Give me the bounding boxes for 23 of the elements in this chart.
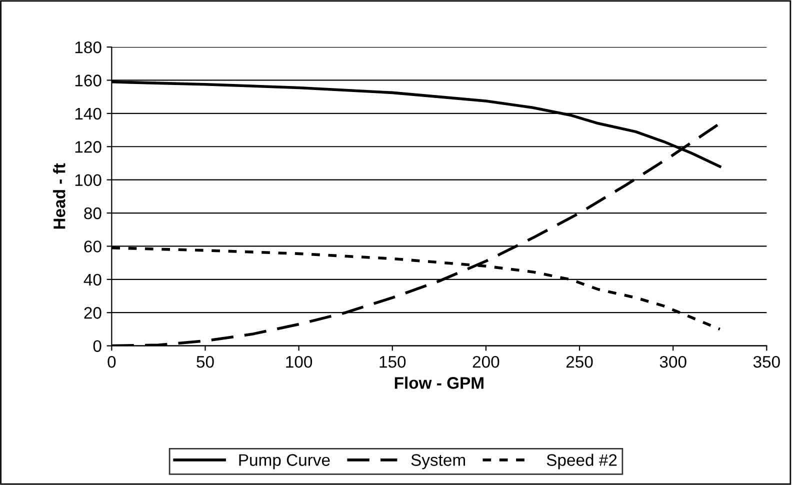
- legend-label: Pump Curve: [239, 454, 330, 470]
- y-tick-label: 140: [75, 108, 102, 120]
- y-tick-label: 100: [75, 174, 102, 186]
- x-tick-label: 50: [196, 356, 214, 368]
- legend-label: System: [411, 454, 465, 470]
- y-tick-label: 80: [84, 207, 102, 220]
- y-tick-label: 40: [84, 274, 102, 286]
- x-axis-title: Flow - GPM: [394, 376, 484, 389]
- y-tick-label: 20: [84, 307, 102, 319]
- x-tick-label: 0: [108, 356, 116, 368]
- y-tick-label: 160: [75, 74, 102, 86]
- legend-label: Speed #2: [546, 454, 617, 470]
- x-tick-label: 350: [753, 356, 780, 368]
- x-tick-label: 150: [380, 356, 406, 368]
- y-axis-title: Head - ft: [53, 163, 66, 229]
- y-tick-label: 120: [75, 141, 102, 153]
- x-tick-label: 100: [286, 356, 312, 368]
- y-tick-label: 180: [75, 41, 102, 54]
- x-tick-label: 250: [566, 356, 593, 368]
- y-tick-label: 0: [93, 340, 102, 352]
- x-tick-label: 200: [472, 356, 500, 368]
- y-tick-label: 60: [84, 240, 102, 252]
- x-tick-label: 300: [660, 356, 686, 368]
